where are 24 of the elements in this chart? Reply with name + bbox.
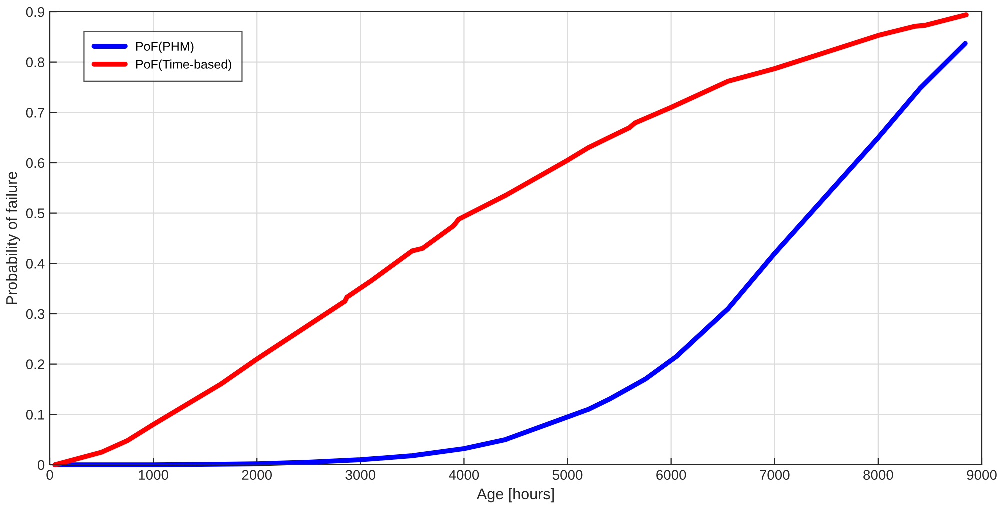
x-tick-label: 2000 xyxy=(242,470,272,480)
y-tick-label: 0.7 xyxy=(26,108,44,118)
y-tick-label: 0.4 xyxy=(26,259,45,269)
x-tick-label: 1000 xyxy=(139,470,168,480)
x-tick-label: 9000 xyxy=(967,470,997,480)
legend-label: PoF(PHM) xyxy=(136,42,194,54)
y-tick-label: 0 xyxy=(38,460,45,470)
y-tick-label: 0.9 xyxy=(26,7,44,18)
y-tick-label: 0.1 xyxy=(26,410,44,420)
x-tick-label: 0 xyxy=(46,470,54,480)
legend-label: PoF(Time-based) xyxy=(136,60,232,72)
x-axis-title: Age [hours] xyxy=(476,488,554,503)
x-tick-label: 7000 xyxy=(760,470,790,480)
x-tick-label: 3000 xyxy=(346,470,376,480)
x-tick-label: 4000 xyxy=(449,470,480,480)
y-tick-label: 0.6 xyxy=(26,158,45,168)
y-tick-label: 0.5 xyxy=(26,208,45,219)
x-tick-label: 5000 xyxy=(552,470,583,480)
y-tick-label: 0.3 xyxy=(26,309,45,320)
y-tick-label: 0.2 xyxy=(26,360,44,370)
y-axis-title: Probability of failure xyxy=(6,172,20,304)
x-tick-label: 8000 xyxy=(864,470,894,480)
x-tick-label: 6000 xyxy=(656,470,686,480)
y-tick-label: 0.8 xyxy=(26,58,45,68)
